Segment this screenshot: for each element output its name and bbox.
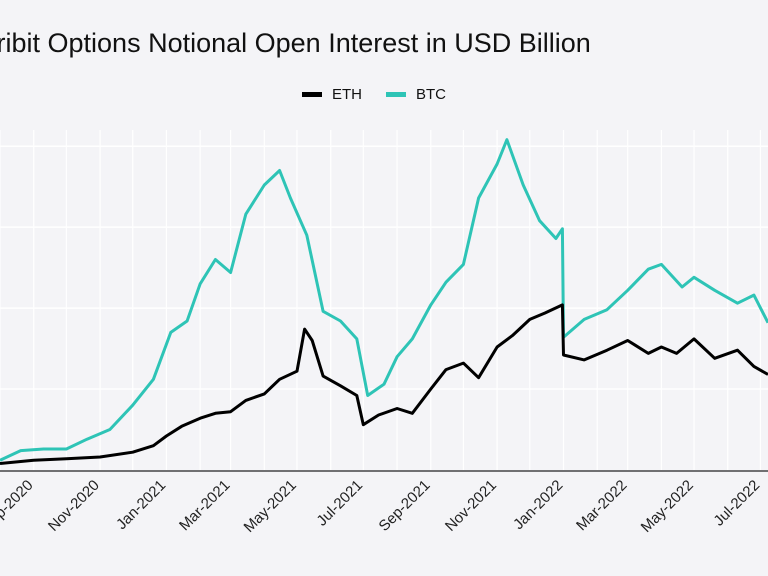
x-tick-label: Nov-2020 [45,477,103,535]
legend-label-eth: ETH [332,86,362,103]
x-tick-label: Sep-2021 [376,477,434,535]
x-tick-label: Nov-2021 [442,477,500,535]
legend-label-btc: BTC [416,86,446,103]
x-tick-label: Jan-2022 [510,477,566,533]
x-tick-label: Mar-2022 [573,477,630,534]
legend-item-btc[interactable]: BTC [386,86,446,103]
x-tick-label: May-2021 [241,477,300,536]
legend-swatch-btc [386,92,406,97]
x-tick-label: Mar-2021 [176,477,233,534]
x-tick-label: Jul-2021 [313,477,366,530]
legend-swatch-eth [302,92,322,97]
x-tick-label: May-2022 [638,477,697,536]
x-tick-label: Sep-2020 [0,477,37,535]
series-line-eth [0,303,768,465]
legend: ETH BTC [302,86,470,103]
x-tick-label: Jul-2022 [711,477,764,530]
x-tick-label: Jan-2021 [113,477,169,533]
chart-title: Deribit Options Notional Open Interest i… [0,28,591,58]
series-line-btc [0,138,768,462]
legend-item-eth[interactable]: ETH [302,86,362,103]
